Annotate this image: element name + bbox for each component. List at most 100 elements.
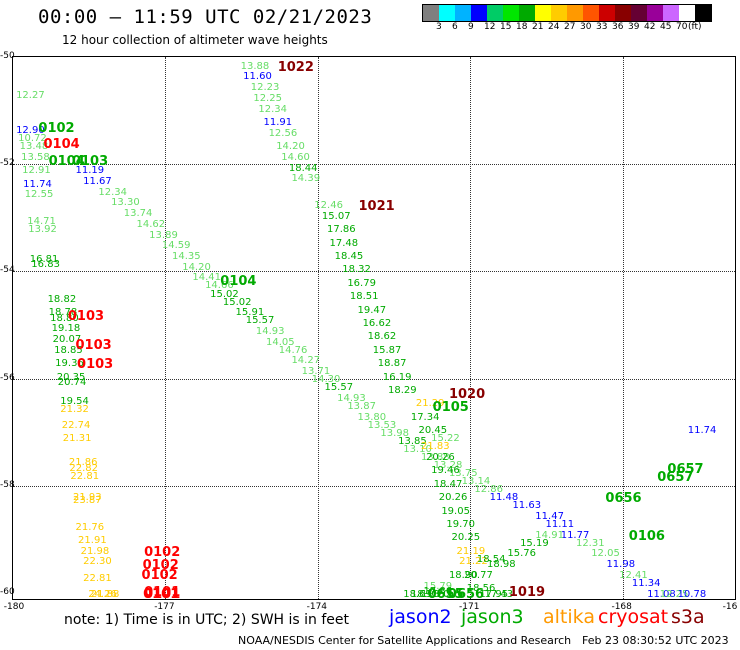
- wave-height-value: 17.95: [479, 589, 509, 600]
- wave-height-value: 20.26: [438, 492, 468, 504]
- wave-height-value: 17.34: [410, 411, 440, 423]
- pass-time-label: 0102: [38, 121, 75, 137]
- legend-s3a: s3a: [671, 606, 705, 628]
- wave-height-value: 15.57: [324, 382, 354, 394]
- pass-time-label: 1020: [448, 386, 486, 402]
- pass-time-label: 1022: [277, 59, 314, 75]
- scale-label: 36: [612, 22, 624, 32]
- pass-time-label: 0106: [628, 528, 665, 544]
- wave-height-value: 14.39: [291, 173, 321, 185]
- wave-height-value: 16.81: [29, 253, 59, 265]
- wave-height-value: 18.44: [288, 162, 318, 174]
- wave-height-value: 13.58: [21, 151, 50, 163]
- grid-line-lon: [317, 57, 319, 599]
- scale-swatch: [647, 5, 663, 21]
- wave-height-value: 12.55: [24, 189, 54, 201]
- wave-height-value: 13.75: [448, 468, 478, 480]
- note-text: note: 1) Time is in UTC; 2) SWH is in fe…: [64, 612, 350, 628]
- wave-height-value: 17.43: [484, 589, 514, 600]
- wave-height-value: 21.98: [80, 545, 110, 557]
- wave-height-value: 21.88: [90, 589, 120, 600]
- legend-cryosat: cryosat: [598, 606, 669, 628]
- scale-swatch: [551, 5, 567, 21]
- x-tick-label: -16: [722, 602, 738, 612]
- pass-time-label: 0656: [447, 587, 485, 602]
- scale-swatch: [455, 5, 471, 21]
- scale-label: 15: [500, 22, 512, 32]
- wave-height-value: 15.91: [235, 307, 265, 319]
- scale-swatch: [615, 5, 631, 21]
- wave-height-value: 21.22: [459, 556, 488, 568]
- pass-time-label: 0656: [605, 491, 642, 507]
- pass-time-label: 0103: [77, 357, 114, 373]
- wave-height-value: 23.87: [72, 494, 102, 506]
- wave-height-value: 11.67: [83, 175, 112, 187]
- scale-label: 33: [596, 22, 608, 32]
- wave-height-value: 16.62: [362, 317, 392, 329]
- scale-swatch: [583, 5, 599, 21]
- x-tick-label: -177: [154, 602, 175, 612]
- pass-time-label: 0104: [220, 274, 257, 290]
- wave-height-value: 12.41: [619, 569, 648, 581]
- grid-line-lon: [165, 57, 167, 599]
- legend-jason2: jason2: [389, 606, 452, 628]
- wave-height-value: 15.02: [210, 288, 239, 300]
- wave-height-value: 12.56: [268, 127, 298, 139]
- wave-height-value: 11.08: [647, 588, 676, 600]
- wave-height-value: 15.07: [321, 210, 351, 222]
- wave-height-value: 14.62: [136, 218, 166, 230]
- scale-swatch: [695, 5, 711, 21]
- scale-swatch: [567, 5, 583, 21]
- grid-line-lon: [470, 57, 472, 599]
- wave-height-value: 15.19: [520, 537, 549, 549]
- grid-line-lon: [622, 57, 624, 599]
- wave-height-value: 14.20: [182, 261, 211, 273]
- wave-height-value: 14.93: [255, 326, 285, 338]
- x-tick-label: -171: [459, 602, 480, 612]
- scale-label: 30: [580, 22, 592, 32]
- wave-height-value: 13.88: [420, 451, 450, 463]
- wave-height-value: 22.82: [69, 462, 99, 474]
- wave-height-value: 12.25: [253, 92, 282, 104]
- wave-height-value: 18.51: [349, 291, 379, 303]
- scale-swatch: [663, 5, 679, 21]
- wave-height-value: 14.91: [535, 529, 564, 541]
- wave-height-value: 22.81: [70, 470, 100, 482]
- wave-height-value: 12.05: [591, 548, 620, 560]
- scale-swatch: [471, 5, 487, 21]
- color-scale-labels: 3 6 9 12 15 18 21 24 27 30 33 36 39 42 45 70 (ft): [422, 22, 740, 34]
- wave-height-value: 21.31: [62, 433, 92, 445]
- y-tick-label: -58: [0, 479, 15, 490]
- y-tick-label: -50: [0, 51, 15, 61]
- wave-height-value: 12.86: [474, 484, 503, 496]
- scale-label: 24: [548, 22, 560, 32]
- y-tick-label: -56: [0, 372, 15, 383]
- wave-height-value: 17.86: [327, 224, 356, 236]
- scale-label: 27: [564, 22, 576, 32]
- y-tick-label: -52: [0, 158, 15, 169]
- wave-height-value: 18.29: [387, 384, 417, 396]
- wave-height-value: 16.83: [31, 259, 60, 271]
- grid-line-lat: [13, 378, 735, 380]
- wave-height-value: 18.82: [47, 293, 77, 305]
- wave-height-value: 19.18: [51, 323, 81, 335]
- wave-height-value: 10.72: [18, 133, 47, 145]
- pass-time-label: 0657: [667, 461, 704, 477]
- wave-height-value: 18.62: [367, 331, 397, 343]
- scale-label: 12: [484, 22, 496, 32]
- wave-height-value: 12.90: [16, 125, 45, 137]
- wave-height-value: 19.46: [431, 465, 460, 477]
- wave-height-value: 18.69: [403, 589, 432, 600]
- y-tick-label: -60: [0, 586, 15, 597]
- wave-height-value: 14.60: [281, 151, 310, 163]
- pass-time-label: 0104: [48, 153, 85, 169]
- wave-height-value: 11.91: [263, 116, 293, 128]
- pass-time-label: 0101: [144, 584, 181, 600]
- wave-height-value: 14.76: [278, 344, 308, 356]
- legend-jason3: jason3: [461, 606, 524, 628]
- scale-label: 42: [644, 22, 656, 32]
- wave-height-value: 20.07: [52, 334, 82, 346]
- wave-height-value: 22.30: [83, 556, 112, 568]
- scale-label: 21: [532, 22, 544, 32]
- wave-height-value: 21.83: [420, 441, 450, 453]
